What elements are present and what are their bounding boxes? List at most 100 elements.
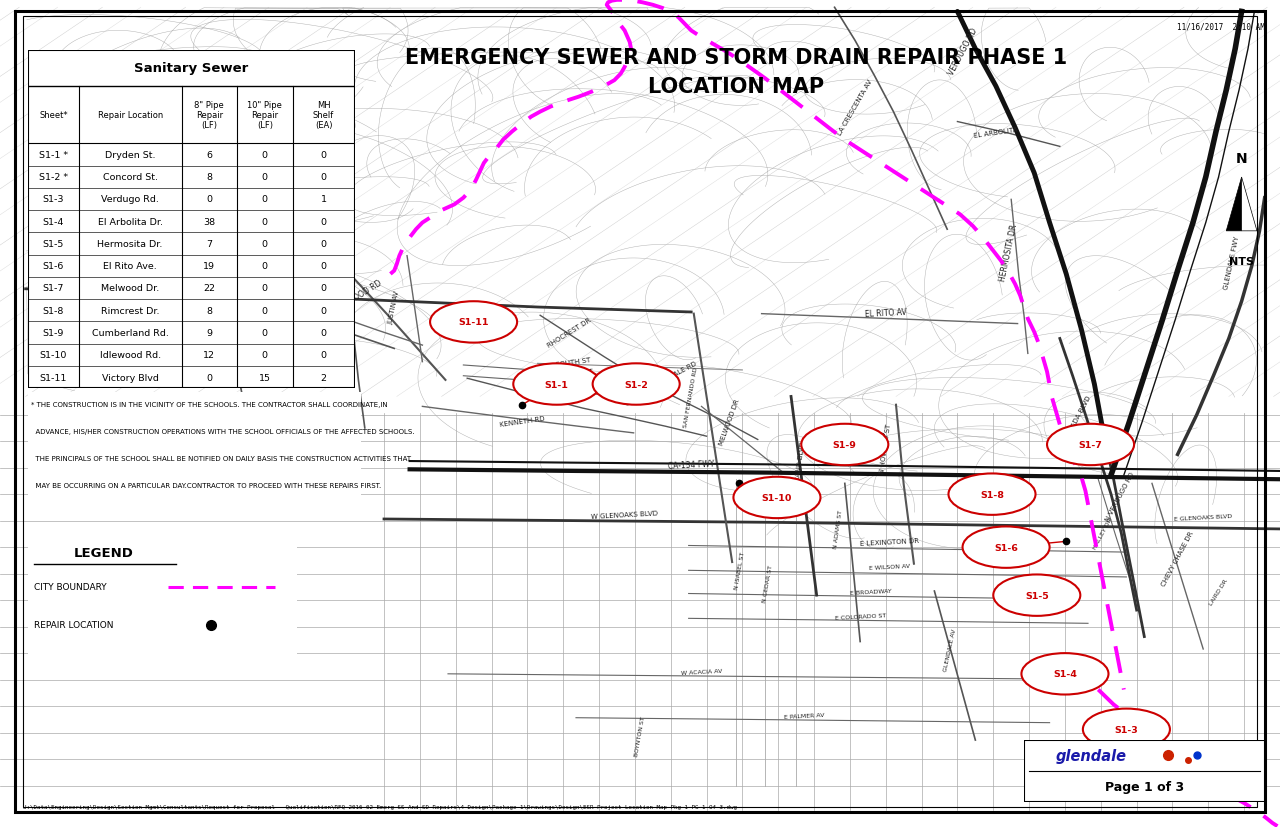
Text: S1-5: S1-5 <box>1025 591 1048 600</box>
Text: 0: 0 <box>262 173 268 182</box>
Text: 0: 0 <box>262 240 268 249</box>
Text: HALLEY DR: HALLEY DR <box>1093 517 1114 550</box>
Text: 0: 0 <box>206 373 212 382</box>
Text: GLENDALE FWY: GLENDALE FWY <box>1222 236 1240 290</box>
Ellipse shape <box>593 364 680 405</box>
Text: SAN FERNANDO RD: SAN FERNANDO RD <box>684 366 699 428</box>
Text: Sanitary Sewer: Sanitary Sewer <box>134 62 248 75</box>
Text: 15: 15 <box>259 373 271 382</box>
Text: CHEVY CHASE DR: CHEVY CHASE DR <box>1161 530 1194 586</box>
Text: HERMOSITA DR: HERMOSITA DR <box>998 222 1019 282</box>
Text: HIGHLAND AVE: HIGHLAND AVE <box>320 304 340 361</box>
Text: SOUTH ST: SOUTH ST <box>556 356 591 368</box>
Text: 0: 0 <box>262 351 268 360</box>
Text: MELWOOD DR: MELWOOD DR <box>718 398 741 446</box>
Text: Melwood Dr.: Melwood Dr. <box>101 284 159 293</box>
Text: 8" Pipe
Repair
(LF): 8" Pipe Repair (LF) <box>195 101 224 131</box>
Text: 11/16/2017  2:10 AM: 11/16/2017 2:10 AM <box>1176 22 1265 31</box>
Text: 0: 0 <box>262 328 268 337</box>
Text: THE PRINCIPALS OF THE SCHOOL SHALL BE NOTIFIED ON DAILY BASIS THE CONSTRUCTION A: THE PRINCIPALS OF THE SCHOOL SHALL BE NO… <box>32 456 412 461</box>
Text: 0: 0 <box>262 218 268 227</box>
Text: 9: 9 <box>206 328 212 337</box>
Text: IDLEWOOD RD: IDLEWOOD RD <box>206 272 260 307</box>
Text: S1-11: S1-11 <box>40 373 67 382</box>
Text: LAIRD DR: LAIRD DR <box>1208 577 1229 605</box>
Text: Rimcrest Dr.: Rimcrest Dr. <box>101 306 160 315</box>
Text: LEGEND: LEGEND <box>73 547 133 560</box>
Text: S1-10: S1-10 <box>762 494 792 502</box>
Text: N ADAMS ST: N ADAMS ST <box>833 509 844 549</box>
Text: E COLORADO ST: E COLORADO ST <box>835 612 886 620</box>
Text: 0: 0 <box>320 240 326 249</box>
Text: BOYNTON ST: BOYNTON ST <box>634 715 646 757</box>
Text: 6: 6 <box>206 151 212 160</box>
Text: E BROADWAY: E BROADWAY <box>850 588 891 595</box>
Text: S1-10: S1-10 <box>40 351 67 360</box>
Text: REPAIR LOCATION: REPAIR LOCATION <box>33 620 113 629</box>
Text: RHOCREST DR: RHOCREST DR <box>547 317 593 348</box>
Ellipse shape <box>1047 424 1134 466</box>
Text: 0: 0 <box>262 195 268 204</box>
Text: LA CRESCENTA AV: LA CRESCENTA AV <box>837 79 873 136</box>
Text: S1-8: S1-8 <box>42 306 64 315</box>
Text: VICTORY
BLVD: VICTORY BLVD <box>87 277 118 292</box>
Text: N HOWARD ST: N HOWARD ST <box>879 423 892 474</box>
Text: LOCATION MAP: LOCATION MAP <box>648 77 824 97</box>
Text: EMERGENCY SEWER AND STORM DRAIN REPAIR PHASE 1: EMERGENCY SEWER AND STORM DRAIN REPAIR P… <box>404 48 1068 68</box>
Text: 0: 0 <box>320 328 326 337</box>
Text: S1-4: S1-4 <box>1053 670 1076 678</box>
Text: GLENDALE AV: GLENDALE AV <box>943 628 956 671</box>
Text: glendale: glendale <box>1056 748 1126 763</box>
Text: STARVALE RD: STARVALE RD <box>654 361 698 387</box>
Text: N: N <box>1235 151 1248 165</box>
Text: GLENWOOD RD: GLENWOOD RD <box>328 278 384 318</box>
Ellipse shape <box>430 302 517 343</box>
Text: Page 1 of 3: Page 1 of 3 <box>1105 780 1184 792</box>
Text: S1-6: S1-6 <box>995 543 1018 552</box>
Ellipse shape <box>513 364 600 405</box>
Text: 0: 0 <box>320 151 326 160</box>
Text: 12: 12 <box>204 351 215 360</box>
Text: 38: 38 <box>204 218 215 227</box>
Text: EL ARBOLITA: EL ARBOLITA <box>974 127 1018 138</box>
Text: Dryden St.: Dryden St. <box>105 151 155 160</box>
Text: S1-3: S1-3 <box>1115 725 1138 734</box>
Text: 22: 22 <box>204 284 215 293</box>
Text: S1-5: S1-5 <box>42 240 64 249</box>
Text: NTS: NTS <box>1229 256 1254 266</box>
Text: Verdugo Rd.: Verdugo Rd. <box>101 195 159 204</box>
Ellipse shape <box>1021 653 1108 695</box>
Text: * THE CONSTRUCTION IS IN THE VICINITY OF THE SCHOOLS. THE CONTRACTOR SHALL COORD: * THE CONSTRUCTION IS IN THE VICINITY OF… <box>32 402 388 408</box>
Text: 0: 0 <box>320 306 326 315</box>
Text: S1-1: S1-1 <box>545 380 568 389</box>
Text: S1-2 *: S1-2 * <box>38 173 68 182</box>
Text: 8: 8 <box>206 173 212 182</box>
Text: KENNETH RD: KENNETH RD <box>499 416 545 428</box>
Text: W GLENOAKS BLVD: W GLENOAKS BLVD <box>591 509 658 519</box>
Text: EL RITO AV: EL RITO AV <box>864 307 908 318</box>
Text: CA-134 FWY: CA-134 FWY <box>668 459 714 471</box>
Text: E WILSON AV: E WILSON AV <box>869 563 910 570</box>
Text: S1-11: S1-11 <box>458 318 489 327</box>
Text: MAY BE OCCURRING ON A PARTICULAR DAY.CONTRACTOR TO PROCEED WITH THESE REPAIRS FI: MAY BE OCCURRING ON A PARTICULAR DAY.CON… <box>32 482 381 488</box>
Text: 0: 0 <box>262 284 268 293</box>
Text: S1-7: S1-7 <box>1079 441 1102 449</box>
Text: 0: 0 <box>206 195 212 204</box>
Text: CANADA BLVD: CANADA BLVD <box>1064 394 1092 441</box>
Text: S1-7: S1-7 <box>42 284 64 293</box>
Text: Sheet*: Sheet* <box>40 111 68 120</box>
Text: E GLENOAKS BLVD: E GLENOAKS BLVD <box>1174 513 1233 521</box>
Text: El Arbolita Dr.: El Arbolita Dr. <box>97 218 163 227</box>
Polygon shape <box>1242 178 1257 232</box>
Text: 0: 0 <box>320 351 326 360</box>
Text: S1-3: S1-3 <box>42 195 64 204</box>
Text: 0: 0 <box>262 306 268 315</box>
Text: 0: 0 <box>262 151 268 160</box>
Text: N CEDAR ST: N CEDAR ST <box>762 564 774 602</box>
Text: 0: 0 <box>320 262 326 271</box>
Text: CITY BOUNDARY: CITY BOUNDARY <box>33 583 106 591</box>
Text: S1-9: S1-9 <box>42 328 64 337</box>
Text: 1: 1 <box>320 195 326 204</box>
Polygon shape <box>1226 178 1242 232</box>
Text: N VERDUGO RD: N VERDUGO RD <box>1105 471 1135 522</box>
